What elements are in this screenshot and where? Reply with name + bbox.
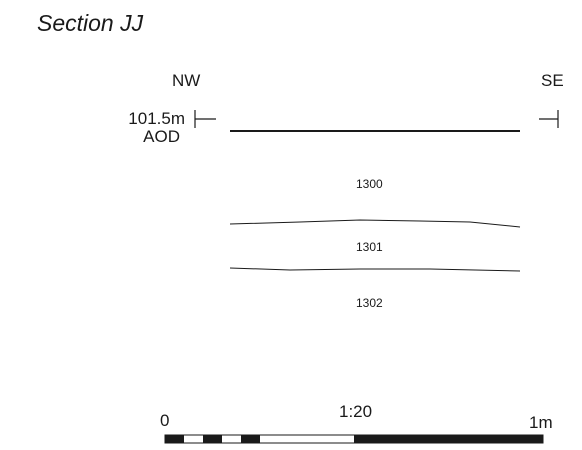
datum-level-label: 101.5m AOD (117, 110, 185, 146)
orientation-se-label: SE (541, 71, 564, 90)
context-label-1302: 1302 (356, 296, 383, 310)
datum-marker-left (194, 110, 216, 128)
orientation-nw-label: NW (172, 71, 201, 90)
datum-marker-right (539, 110, 559, 128)
context-label-1301: 1301 (356, 240, 383, 254)
scale-bar-segment (203, 435, 222, 443)
scale-bar-segment (241, 435, 260, 443)
scale-bar-segment (165, 435, 184, 443)
scale-bar-segment (354, 435, 543, 443)
scale-bar (164, 434, 544, 444)
scale-end-label: 1m (529, 413, 553, 432)
datum-unit: AOD (143, 127, 180, 146)
boundary-line-1301-1302 (229, 267, 521, 272)
datum-level-value: 101.5m (128, 109, 185, 128)
boundary-line-1300-1301 (229, 219, 521, 228)
section-title: Section JJ (37, 10, 144, 36)
scale-start-label: 0 (160, 411, 170, 430)
scale-ratio-label: 1:20 (339, 402, 373, 421)
context-label-1300: 1300 (356, 177, 383, 191)
